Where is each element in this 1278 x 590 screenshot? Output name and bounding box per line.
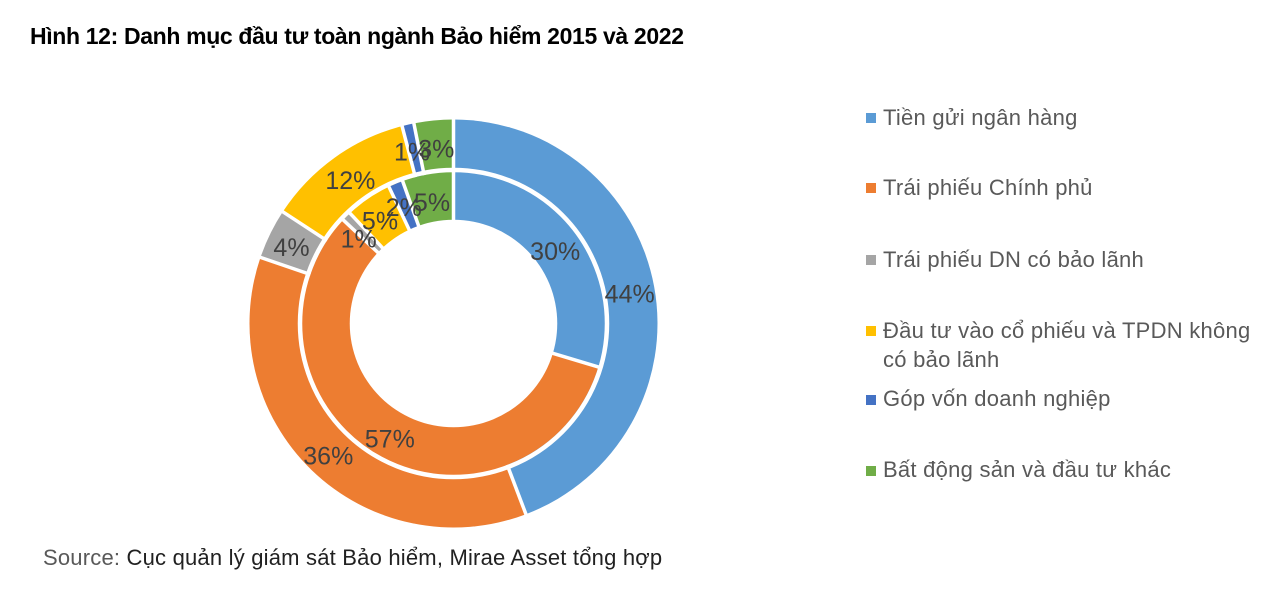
svg-text:36%: 36% [303, 442, 353, 470]
svg-text:12%: 12% [325, 167, 375, 195]
svg-text:5%: 5% [362, 207, 398, 235]
svg-text:2%: 2% [386, 194, 422, 222]
svg-text:44%: 44% [605, 281, 655, 309]
svg-text:30%: 30% [530, 238, 580, 266]
svg-text:4%: 4% [273, 234, 309, 262]
svg-text:1%: 1% [394, 138, 430, 166]
svg-text:1%: 1% [341, 226, 377, 254]
svg-text:3%: 3% [418, 135, 454, 163]
svg-text:5%: 5% [414, 189, 450, 217]
svg-text:57%: 57% [365, 425, 415, 453]
